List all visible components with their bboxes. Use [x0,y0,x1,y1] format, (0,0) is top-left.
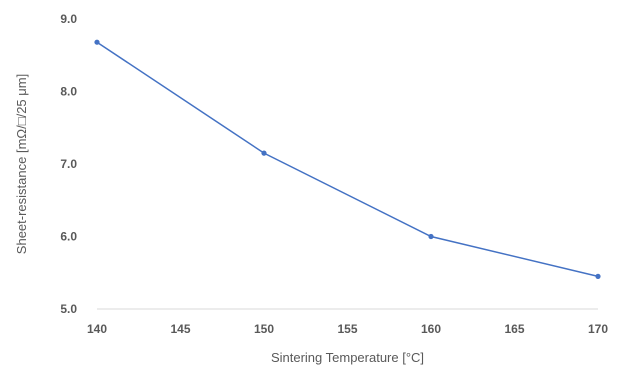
y-tick-label: 8.0 [60,85,77,99]
y-tick-label: 6.0 [60,230,77,244]
y-tick-label: 7.0 [60,157,77,171]
x-tick-labels: 140 145 150 155 160 165 170 [87,322,608,336]
x-tick-label: 160 [421,322,441,336]
y-tick-label: 9.0 [60,12,77,26]
series-line [96,41,599,278]
x-tick-label: 165 [504,322,524,336]
x-tick-label: 170 [588,322,608,336]
data-point [595,273,601,279]
y-tick-label: 5.0 [60,302,77,316]
data-point [261,150,267,156]
data-point [94,39,100,45]
series-group [94,39,601,279]
y-axis-title: Sheet-resistance [mΩ/□/25 μm] [14,74,29,254]
x-tick-label: 145 [170,322,190,336]
x-tick-label: 150 [254,322,274,336]
x-axis-title: Sintering Temperature [°C] [271,350,424,365]
x-tick-label: 155 [337,322,357,336]
y-tick-labels: 5.0 6.0 7.0 8.0 9.0 [60,12,77,316]
data-point [428,233,434,240]
x-tick-label: 140 [87,322,107,336]
